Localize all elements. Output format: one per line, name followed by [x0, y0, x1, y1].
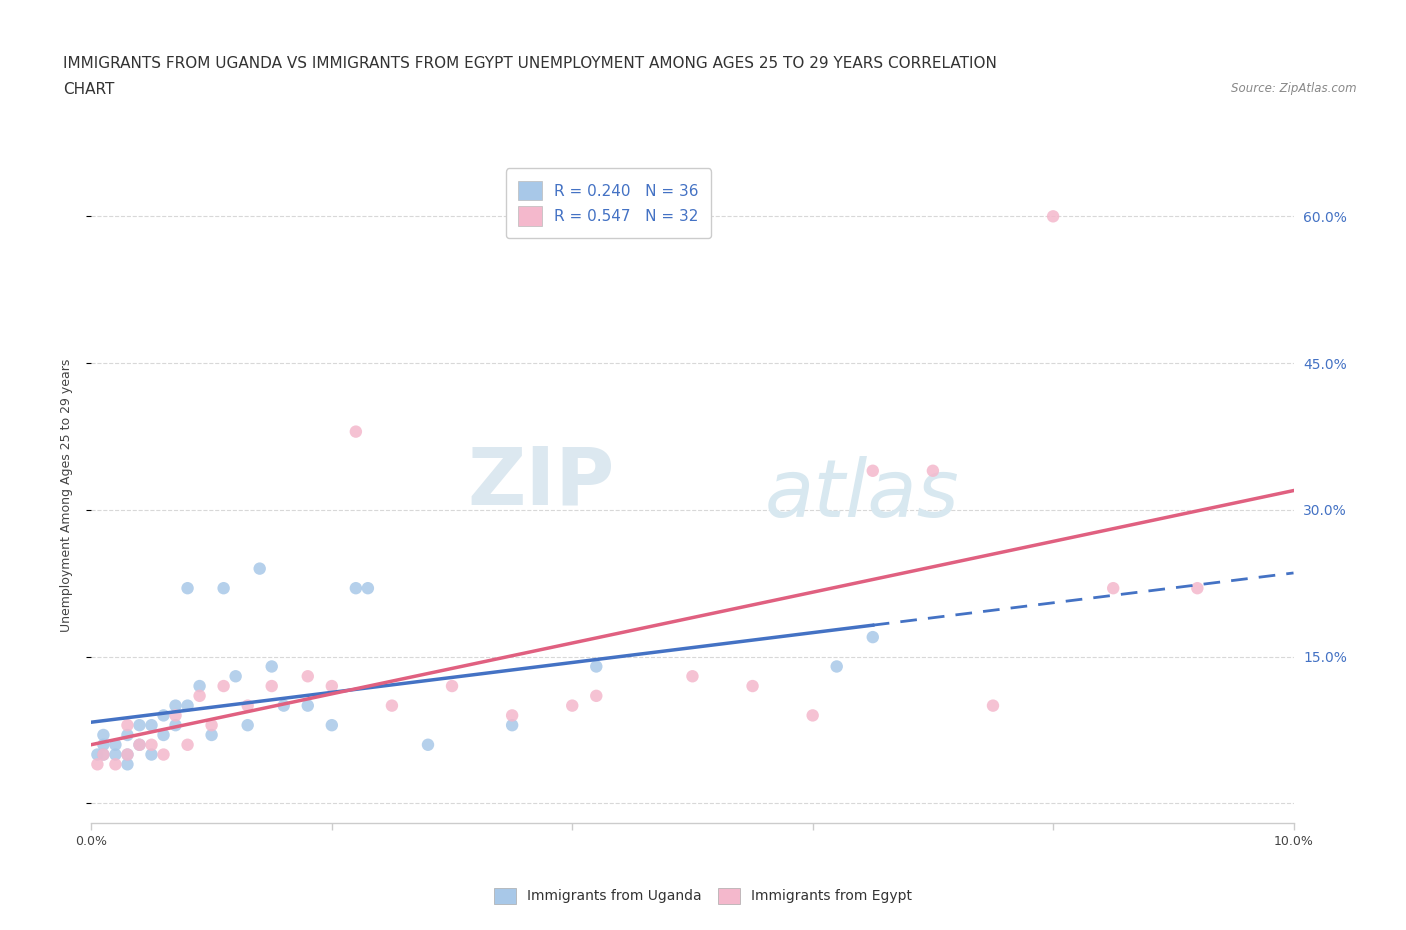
Point: [141, 747, 163, 762]
Point: [681, 669, 703, 684]
Point: [297, 669, 319, 684]
Point: [104, 747, 127, 762]
Point: [93, 737, 115, 752]
Text: IMMIGRANTS FROM UGANDA VS IMMIGRANTS FROM EGYPT UNEMPLOYMENT AMONG AGES 25 TO 29: IMMIGRANTS FROM UGANDA VS IMMIGRANTS FRO…: [63, 56, 997, 71]
Point: [165, 708, 187, 723]
Point: [260, 679, 283, 694]
Point: [225, 669, 247, 684]
Point: [128, 737, 150, 752]
Point: [381, 698, 404, 713]
Point: [236, 698, 259, 713]
Point: [862, 630, 884, 644]
Point: [357, 580, 380, 595]
Point: [141, 718, 163, 733]
Point: [212, 679, 235, 694]
Point: [117, 718, 139, 733]
Point: [201, 718, 224, 733]
Point: [104, 757, 127, 772]
Point: [152, 708, 174, 723]
Text: atlas: atlas: [765, 457, 959, 534]
Point: [585, 659, 607, 674]
Point: [128, 737, 150, 752]
Point: [176, 698, 198, 713]
Point: [212, 580, 235, 595]
Point: [86, 747, 108, 762]
Point: [86, 757, 108, 772]
Point: [297, 698, 319, 713]
Point: [93, 727, 115, 742]
Text: Source: ZipAtlas.com: Source: ZipAtlas.com: [1232, 82, 1357, 95]
Point: [117, 747, 139, 762]
Point: [561, 698, 583, 713]
Legend: Immigrants from Uganda, Immigrants from Egypt: Immigrants from Uganda, Immigrants from …: [488, 882, 918, 910]
Point: [117, 727, 139, 742]
Point: [1042, 209, 1064, 224]
Point: [236, 718, 259, 733]
Point: [1187, 580, 1209, 595]
Point: [741, 679, 763, 694]
Point: [141, 737, 163, 752]
Point: [321, 718, 343, 733]
Point: [201, 727, 224, 742]
Point: [152, 727, 174, 742]
Point: [440, 679, 463, 694]
Point: [1102, 580, 1125, 595]
Point: [981, 698, 1004, 713]
Point: [862, 463, 884, 478]
Text: CHART: CHART: [63, 82, 115, 97]
Point: [501, 708, 523, 723]
Point: [801, 708, 824, 723]
Y-axis label: Unemployment Among Ages 25 to 29 years: Unemployment Among Ages 25 to 29 years: [60, 359, 73, 631]
Text: ZIP: ZIP: [467, 443, 614, 521]
Point: [93, 747, 115, 762]
Point: [128, 718, 150, 733]
Point: [93, 747, 115, 762]
Point: [188, 688, 211, 703]
Point: [501, 718, 523, 733]
Point: [165, 718, 187, 733]
Point: [117, 747, 139, 762]
Point: [416, 737, 439, 752]
Point: [825, 659, 848, 674]
Point: [260, 659, 283, 674]
Point: [152, 747, 174, 762]
Point: [249, 561, 271, 576]
Legend: R = 0.240   N = 36, R = 0.547   N = 32: R = 0.240 N = 36, R = 0.547 N = 32: [506, 168, 711, 238]
Point: [321, 679, 343, 694]
Point: [273, 698, 295, 713]
Point: [585, 688, 607, 703]
Point: [176, 737, 198, 752]
Point: [117, 757, 139, 772]
Point: [165, 698, 187, 713]
Point: [176, 580, 198, 595]
Point: [344, 580, 367, 595]
Point: [922, 463, 945, 478]
Point: [188, 679, 211, 694]
Point: [344, 424, 367, 439]
Point: [104, 737, 127, 752]
